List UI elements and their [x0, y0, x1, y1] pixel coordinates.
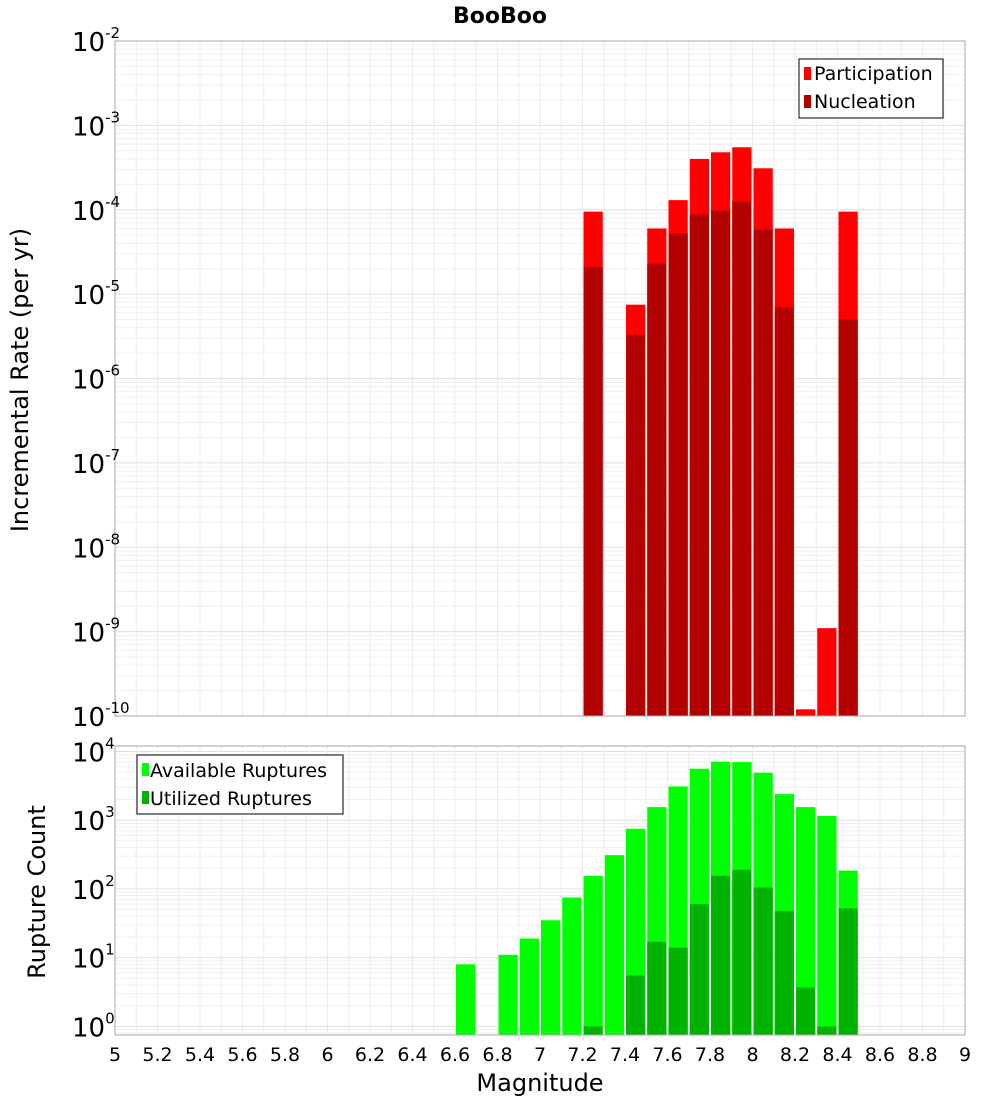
x-tick-label: 7.6 — [652, 1044, 682, 1066]
bottom-bar-utilized-ruptures — [817, 1026, 837, 1035]
x-tick-label: 8 — [746, 1044, 758, 1066]
x-tick-label: 6.4 — [397, 1044, 427, 1066]
x-tick-label: 5.8 — [270, 1044, 300, 1066]
bottom-bar-utilized-ruptures — [668, 947, 688, 1035]
y-tick-label: 104 — [72, 734, 115, 768]
top-y-axis-label: Incremental Rate (per yr) — [6, 228, 34, 532]
bottom-bar-available-ruptures — [456, 964, 476, 1035]
legend-participation: Participation — [814, 63, 933, 85]
y-tick-label: 102 — [72, 872, 115, 906]
top-bar-nucleation — [732, 201, 752, 716]
x-tick-label: 5.6 — [227, 1044, 257, 1066]
top-bar-nucleation — [838, 319, 858, 716]
x-ticks: 5 5.2 5.4 5.6 5.8 6 6.2 6.4 6.6 6.8 7 7.2 7.4 7.6 7.8 8… — [109, 1044, 971, 1066]
top-bar-nucleation — [753, 229, 773, 717]
y-tick-label: 100 — [72, 1009, 115, 1043]
top-bars — [583, 147, 858, 717]
x-tick-label: 7.2 — [567, 1044, 597, 1066]
top-legend: Participation Nucleation — [798, 58, 944, 119]
chart-title: BooBoo — [453, 4, 547, 29]
bottom-bar-utilized-ruptures — [774, 910, 794, 1035]
top-legend-box — [798, 58, 944, 119]
x-tick-label: 8.2 — [780, 1044, 810, 1066]
y-tick-label: 10-10 — [72, 699, 130, 733]
x-tick-label: 5.2 — [142, 1044, 172, 1066]
top-bar-nucleation — [689, 214, 709, 717]
top-bar-nucleation — [647, 263, 667, 716]
bottom-bar-utilized-ruptures — [838, 908, 858, 1035]
y-tick-label: 101 — [72, 941, 115, 975]
x-tick-label: 9 — [959, 1044, 971, 1066]
top-bar-nucleation — [668, 233, 688, 716]
legend-swatch-utilized — [142, 791, 149, 804]
x-axis-label: Magnitude — [476, 1069, 603, 1097]
top-panel: BooBoo 10-10 10-9 10-8 10-7 10-6 10-5 10-4 10-3… — [6, 4, 966, 733]
top-bar-participation — [817, 628, 837, 716]
bottom-bar-available-ruptures — [796, 807, 816, 1035]
top-plot-frame — [114, 40, 966, 717]
legend-swatch-participation — [804, 67, 811, 80]
x-tick-label: 8.6 — [865, 1044, 895, 1066]
bottom-bar-utilized-ruptures — [711, 875, 731, 1035]
legend-available-ruptures: Available Ruptures — [150, 760, 327, 782]
x-tick-label: 5 — [109, 1044, 121, 1066]
y-tick-label: 103 — [72, 803, 115, 837]
bottom-bar-utilized-ruptures — [689, 904, 709, 1035]
x-tick-label: 7 — [534, 1044, 546, 1066]
x-tick-label: 8.8 — [907, 1044, 937, 1066]
bottom-bar-available-ruptures — [498, 954, 518, 1035]
bottom-bar-utilized-ruptures — [583, 1026, 603, 1035]
bottom-bar-available-ruptures — [562, 897, 582, 1035]
bottom-bar-utilized-ruptures — [796, 987, 816, 1035]
y-tick-label: 10-2 — [72, 24, 120, 58]
bottom-bars — [456, 761, 858, 1035]
bottom-panel: 100 101 102 103 104 5 5.2 5.4 5.6 5.8 6 6.2 6.4 6.6 6… — [23, 734, 971, 1097]
bottom-bar-utilized-ruptures — [732, 869, 752, 1035]
y-tick-label: 10-9 — [72, 615, 120, 649]
top-bar-participation — [796, 709, 816, 716]
bottom-y-ticks: 100 101 102 103 104 — [72, 734, 115, 1043]
legend-utilized-ruptures: Utilized Ruptures — [150, 788, 312, 810]
legend-swatch-available — [142, 763, 149, 776]
top-bar-nucleation — [711, 210, 731, 716]
bottom-y-axis-label: Rupture Count — [23, 805, 51, 979]
x-tick-label: 6.8 — [482, 1044, 512, 1066]
bottom-legend-box — [136, 754, 344, 815]
y-tick-label: 10-7 — [72, 446, 120, 480]
bottom-bar-available-ruptures — [519, 938, 539, 1035]
bottom-legend: Available Ruptures Utilized Ruptures — [136, 754, 344, 815]
legend-nucleation: Nucleation — [814, 91, 916, 113]
bottom-bar-utilized-ruptures — [647, 941, 667, 1035]
y-tick-label: 10-4 — [72, 193, 120, 227]
top-grid — [115, 41, 965, 716]
y-tick-label: 10-3 — [72, 108, 120, 142]
bottom-plot-frame — [114, 745, 966, 1036]
bottom-bar-available-ruptures — [604, 855, 624, 1035]
y-tick-label: 10-8 — [72, 530, 120, 564]
top-bar-nucleation — [626, 334, 646, 716]
top-bar-nucleation — [774, 307, 794, 716]
x-tick-label: 5.4 — [185, 1044, 215, 1066]
top-y-ticks: 10-10 10-9 10-8 10-7 10-6 10-5 10-4 10-3 10-2 — [72, 24, 130, 733]
y-tick-label: 10-5 — [72, 277, 120, 311]
bottom-bar-available-ruptures — [817, 816, 837, 1035]
x-tick-label: 6.2 — [355, 1044, 385, 1066]
x-tick-label: 7.8 — [695, 1044, 725, 1066]
legend-swatch-nucleation — [804, 95, 811, 108]
top-bar-nucleation — [583, 266, 603, 716]
x-tick-label: 6 — [321, 1044, 333, 1066]
bottom-bar-utilized-ruptures — [753, 887, 773, 1035]
x-tick-label: 8.4 — [822, 1044, 852, 1066]
bottom-bar-available-ruptures — [541, 920, 561, 1035]
bottom-bar-utilized-ruptures — [626, 975, 646, 1035]
x-tick-label: 7.4 — [610, 1044, 640, 1066]
x-tick-label: 6.6 — [440, 1044, 470, 1066]
bottom-bar-available-ruptures — [583, 875, 603, 1035]
y-tick-label: 10-6 — [72, 362, 120, 396]
